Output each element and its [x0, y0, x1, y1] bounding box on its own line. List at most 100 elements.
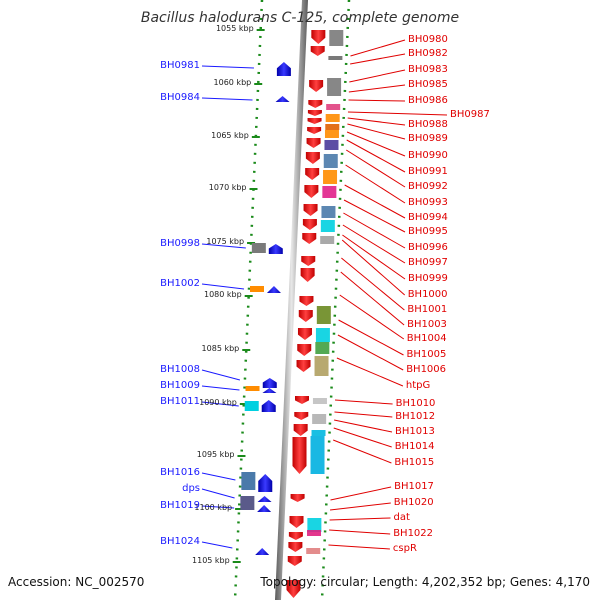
- gene-feature-block: [323, 170, 338, 184]
- gene-feature-block: [325, 124, 340, 130]
- leader-line-right: [344, 184, 406, 219]
- leader-line-right: [343, 199, 406, 233]
- leader-line-right: [348, 99, 406, 102]
- forward-gene-arrow: [290, 494, 305, 502]
- gene-feature-block: [320, 236, 335, 244]
- gene-label-right: BH0985: [408, 79, 448, 90]
- gene-feature-block: [327, 78, 342, 96]
- leader-line-right: [336, 357, 404, 387]
- reverse-gene-arrow: [258, 474, 273, 492]
- forward-gene-arrow: [292, 437, 307, 474]
- forward-gene-arrow: [310, 46, 325, 56]
- leader-line-right: [350, 53, 406, 65]
- gene-label-left: BH1002: [160, 278, 200, 289]
- leader-line-right: [329, 517, 391, 521]
- tick-label: 1090 kbp: [199, 398, 237, 407]
- leader-line-right: [333, 439, 392, 464]
- gene-feature-block: [306, 548, 321, 554]
- gene-feature-block: [314, 356, 329, 376]
- reverse-gene-arrow: [268, 244, 283, 254]
- leader-line-left: [201, 505, 235, 509]
- gene-label-right: BH1020: [393, 497, 434, 508]
- leader-line-left: [201, 401, 239, 407]
- gene-label-right: BH1017: [394, 481, 434, 492]
- gene-label-right: BH1013: [395, 426, 435, 437]
- leader-line-right: [341, 239, 406, 296]
- gene-label-right: BH1014: [394, 441, 435, 452]
- leader-line-right: [339, 294, 405, 340]
- gene-feature-block: [312, 414, 327, 424]
- gene-label-right: BH0987: [450, 109, 490, 120]
- gene-label-left: BH0984: [160, 92, 200, 103]
- gene-feature-block: [241, 472, 256, 490]
- reverse-gene-arrow: [262, 378, 277, 388]
- reverse-gene-arrow: [276, 62, 291, 76]
- gene-label-right: dat: [393, 512, 410, 523]
- gene-label-left: dps: [182, 483, 200, 494]
- forward-gene-arrow: [289, 516, 304, 528]
- gene-label-right: BH0986: [408, 95, 448, 106]
- leader-line-right: [347, 111, 448, 116]
- forward-gene-arrow: [294, 412, 309, 420]
- leader-line-left: [201, 243, 246, 249]
- forward-gene-arrow: [303, 204, 318, 216]
- forward-gene-arrow: [288, 532, 303, 540]
- gene-feature-block: [329, 30, 344, 46]
- genome-backbone: [275, 0, 308, 600]
- reverse-gene-arrow: [257, 505, 272, 512]
- gene-label-right: BH0991: [408, 166, 448, 177]
- tick-label: 1065 kbp: [211, 131, 249, 140]
- gene-label-left: BH1009: [160, 380, 200, 391]
- leader-line-right: [350, 39, 406, 57]
- forward-gene-arrow: [295, 396, 309, 404]
- gene-label-right: BH1010: [395, 398, 436, 409]
- forward-gene-arrow: [307, 118, 322, 124]
- tick-label: 1070 kbp: [208, 183, 247, 192]
- gene-feature-block: [325, 114, 340, 122]
- topology-text: Topology: circular; Length: 4,202,352 bp…: [260, 575, 590, 589]
- gene-label-right: BH0993: [408, 197, 448, 208]
- gene-feature-block: [251, 243, 266, 253]
- gene-feature-block: [322, 186, 337, 198]
- leader-line-right: [342, 224, 406, 264]
- leader-line-right: [343, 212, 406, 249]
- gene-feature-block: [307, 530, 322, 536]
- forward-gene-arrow: [305, 152, 320, 164]
- leader-line-right: [347, 123, 406, 140]
- gene-label-right: htpG: [405, 380, 431, 391]
- leader-line-right: [334, 411, 393, 418]
- gene-feature-block: [312, 398, 327, 404]
- gene-feature-block: [311, 430, 326, 436]
- gene-label-right: BH1003: [407, 319, 447, 330]
- leader-line-right: [333, 427, 392, 448]
- leader-line-right: [345, 164, 406, 204]
- forward-gene-arrow: [286, 580, 301, 598]
- gene-label-left: BH1024: [160, 536, 200, 547]
- gene-label-right: BH0994: [408, 212, 448, 223]
- forward-gene-arrow: [299, 296, 314, 306]
- leader-line-right: [338, 319, 404, 356]
- forward-gene-arrow: [302, 219, 317, 230]
- forward-gene-arrow: [293, 424, 308, 436]
- reverse-gene-arrow: [255, 548, 270, 555]
- forward-gene-arrow: [287, 556, 302, 566]
- leader-line-right: [346, 139, 406, 173]
- leader-line-right: [328, 544, 390, 550]
- leader-line-right: [341, 257, 405, 311]
- gene-feature-block: [328, 56, 343, 60]
- gene-feature-block: [244, 401, 259, 411]
- leader-line-left: [201, 65, 254, 69]
- leader-line-left: [201, 488, 235, 499]
- gene-label-left: BH1019: [160, 500, 200, 511]
- tick-label: 1095 kbp: [196, 450, 235, 459]
- reverse-gene-arrow: [266, 286, 281, 293]
- gene-label-left: BH1011: [160, 396, 200, 407]
- leader-line-right: [345, 149, 406, 188]
- gene-feature-block: [307, 518, 322, 532]
- gene-label-right: BH1006: [406, 364, 447, 375]
- gene-label-right: BH0999: [408, 273, 448, 284]
- left-dotted-track: [233, 0, 264, 600]
- forward-gene-arrow: [300, 268, 315, 282]
- gene-label-right: BH1004: [406, 333, 447, 344]
